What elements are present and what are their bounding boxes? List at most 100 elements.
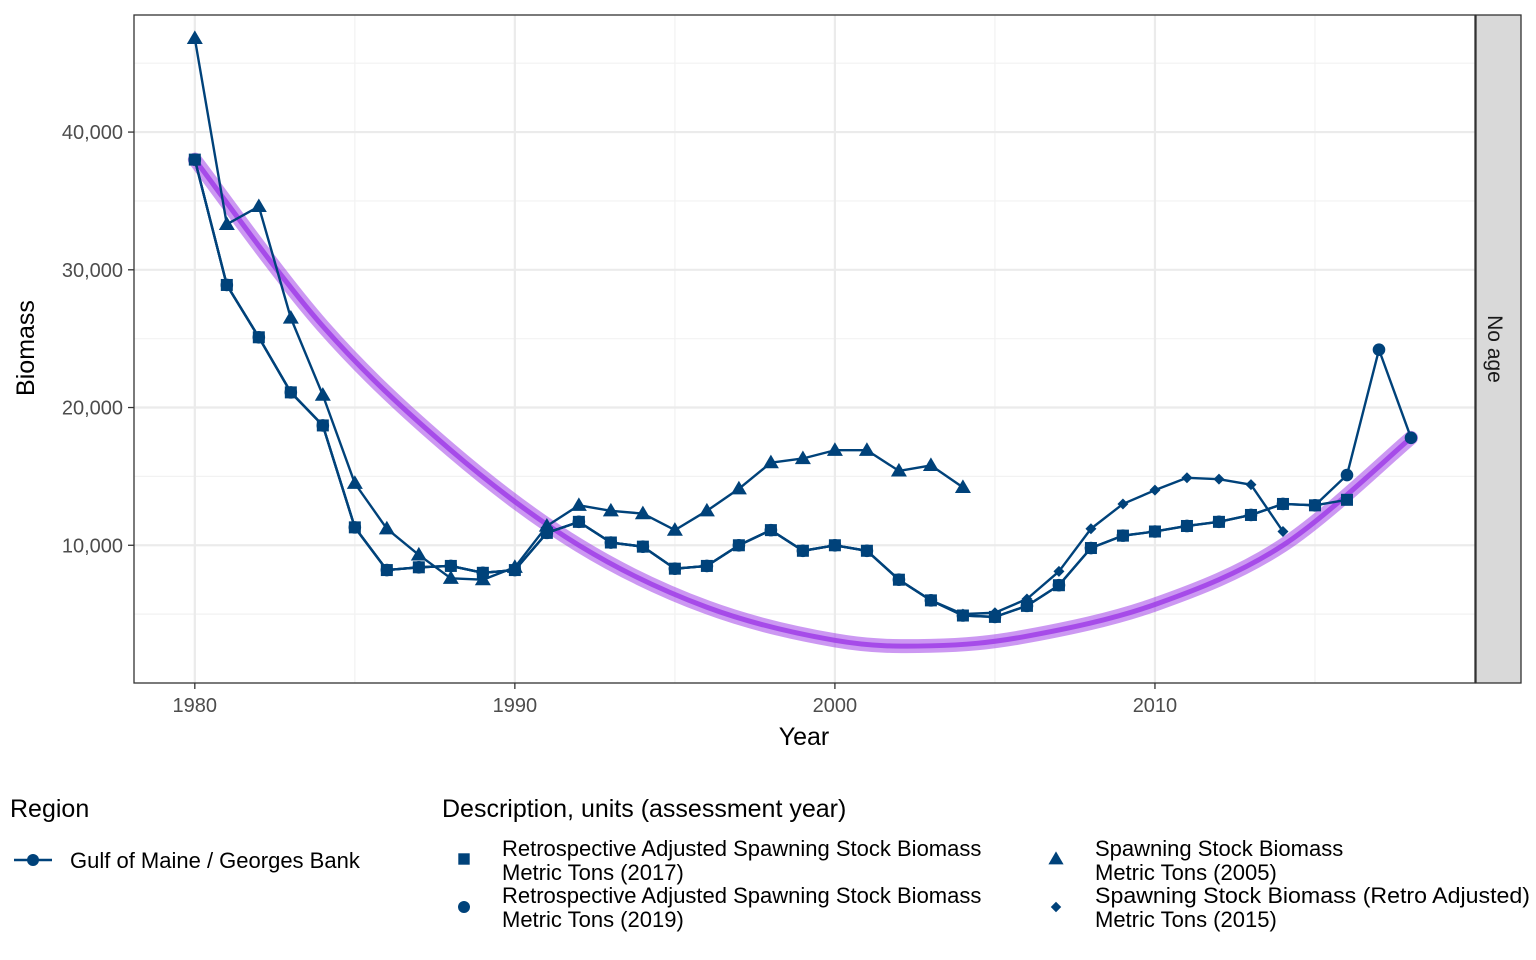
- data-point-circ2019: [348, 521, 362, 534]
- data-point-tri2005: [218, 216, 235, 230]
- data-point-sq2017: [1340, 493, 1353, 506]
- data-point-circ2019: [1052, 578, 1066, 592]
- data-point-circ2019: [1244, 508, 1258, 522]
- data-point-dia2015: [1277, 525, 1289, 537]
- data-point-circ2019: [892, 573, 906, 587]
- legend-region-point-key: [27, 854, 39, 866]
- data-point-dia2015: [1213, 473, 1225, 485]
- data-point-tri2005: [666, 522, 683, 536]
- legend-key-square: [458, 853, 470, 865]
- data-point-circ2019: [220, 278, 234, 292]
- legend-keys: [458, 851, 1064, 913]
- data-point-circ2019: [1116, 529, 1130, 542]
- legend-key-diamond: [1050, 901, 1062, 913]
- data-point-circ2019: [188, 153, 202, 166]
- data-point-dia2015: [1085, 523, 1097, 535]
- legend-region-label: Gulf of Maine / Georges Bank: [70, 848, 361, 873]
- legend-item-1-line1: Retrospective Adjusted Spawning Stock Bi…: [502, 836, 981, 861]
- y-tick-label: 30,000: [62, 260, 123, 282]
- data-point-circ2019: [988, 610, 1002, 624]
- legend-item-2-line2: Metric Tons (2019): [502, 907, 684, 932]
- data-point-circ2019: [1404, 431, 1418, 445]
- data-point-circ2019: [828, 538, 842, 552]
- data-point-dia2015: [1053, 565, 1065, 577]
- x-axis-title: Year: [779, 723, 830, 751]
- data-point-circ2019: [572, 515, 586, 529]
- data-point-tri2005: [634, 505, 651, 520]
- data-point-dia2015: [1117, 498, 1129, 510]
- data-point-circ2019: [1020, 599, 1034, 613]
- data-point-circ2019: [956, 609, 970, 622]
- data-point-circ2019: [700, 559, 714, 573]
- data-point-dia2015: [1181, 472, 1193, 484]
- data-point-tri2005: [250, 198, 267, 213]
- data-point-tri2005: [698, 502, 715, 517]
- data-point-tri2005: [922, 457, 939, 471]
- data-point-circ2019: [284, 386, 298, 399]
- data-point-circ2019: [1372, 343, 1386, 356]
- x-axis: 1980 1990 2000 2010: [173, 683, 1178, 717]
- data-point-circ2019: [540, 526, 554, 540]
- data-point-tri2005: [602, 502, 619, 517]
- data-point-circ2019: [604, 536, 618, 549]
- data-point-circ2019: [444, 559, 458, 573]
- data-point-tri2005: [186, 30, 203, 45]
- data-point-tri2005: [858, 442, 875, 456]
- data-series: [186, 30, 1418, 624]
- legend-region: Region Gulf of Maine / Georges Bank: [10, 795, 361, 873]
- data-point-circ2019: [380, 563, 394, 577]
- trend-curve: [187, 152, 1418, 654]
- trend-line: [192, 157, 1414, 649]
- data-point-circ2019: [252, 330, 266, 344]
- data-point-tri2005: [762, 454, 779, 469]
- y-tick-label: 20,000: [62, 398, 123, 420]
- facet-strip: [1475, 14, 1522, 684]
- data-point-circ2019: [860, 544, 874, 558]
- data-point-circ2019: [1308, 499, 1322, 512]
- y-tick-label: 40,000: [62, 122, 123, 144]
- data-point-circ2019: [764, 523, 778, 537]
- legend-item-3-line1: Spawning Stock Biomass: [1095, 836, 1343, 861]
- data-point-tri2005: [826, 442, 843, 456]
- data-point-tri2005: [378, 520, 395, 535]
- y-axis-title: Biomass: [12, 300, 40, 396]
- data-point-circ2019: [1148, 525, 1162, 538]
- data-point-circ2019: [668, 562, 682, 575]
- legend-description-title: Description, units (assessment year): [442, 795, 846, 823]
- data-point-circ2019: [732, 538, 746, 552]
- legend-region-title: Region: [10, 795, 89, 823]
- data-point-circ2019: [316, 419, 330, 432]
- data-point-circ2019: [1180, 519, 1194, 533]
- x-tick-label: 2010: [1133, 695, 1178, 717]
- data-point-tri2005: [442, 570, 459, 584]
- legend-key-triangle: [1048, 851, 1064, 865]
- series-circ2019: [188, 153, 1418, 624]
- data-point-circ2019: [412, 561, 426, 574]
- legend-item-4-line1: Spawning Stock Biomass (Retro Adjusted): [1095, 883, 1530, 908]
- facet-strip-label: No age: [1483, 315, 1506, 383]
- data-point-circ2019: [924, 594, 938, 607]
- x-tick-label: 2000: [813, 695, 858, 717]
- legend-item-4-line2: Metric Tons (2015): [1095, 907, 1277, 932]
- data-point-tri2005: [346, 475, 363, 489]
- y-axis: 10,000 20,000 30,000 40,000: [62, 122, 134, 557]
- data-point-tri2005: [570, 497, 587, 511]
- x-tick-label: 1990: [493, 695, 538, 717]
- data-point-circ2019: [1340, 468, 1354, 482]
- legend-key-circle: [458, 901, 470, 913]
- data-point-tri2005: [954, 479, 971, 494]
- data-point-tri2005: [890, 462, 907, 477]
- y-tick-label: 10,000: [62, 535, 123, 557]
- data-point-circ2019: [476, 566, 490, 580]
- data-point-tri2005: [314, 387, 331, 401]
- data-point-tri2005: [282, 310, 299, 324]
- data-point-dia2015: [1245, 479, 1257, 491]
- legend-description: Description, units (assessment year) Ret…: [442, 795, 1530, 932]
- data-point-circ2019: [1212, 515, 1226, 529]
- legend-item-2-line1: Retrospective Adjusted Spawning Stock Bi…: [502, 883, 981, 908]
- legend-item-3-line2: Metric Tons (2005): [1095, 860, 1277, 885]
- data-point-circ2019: [796, 544, 810, 558]
- data-point-circ2019: [1084, 541, 1098, 555]
- data-point-dia2015: [1149, 484, 1161, 496]
